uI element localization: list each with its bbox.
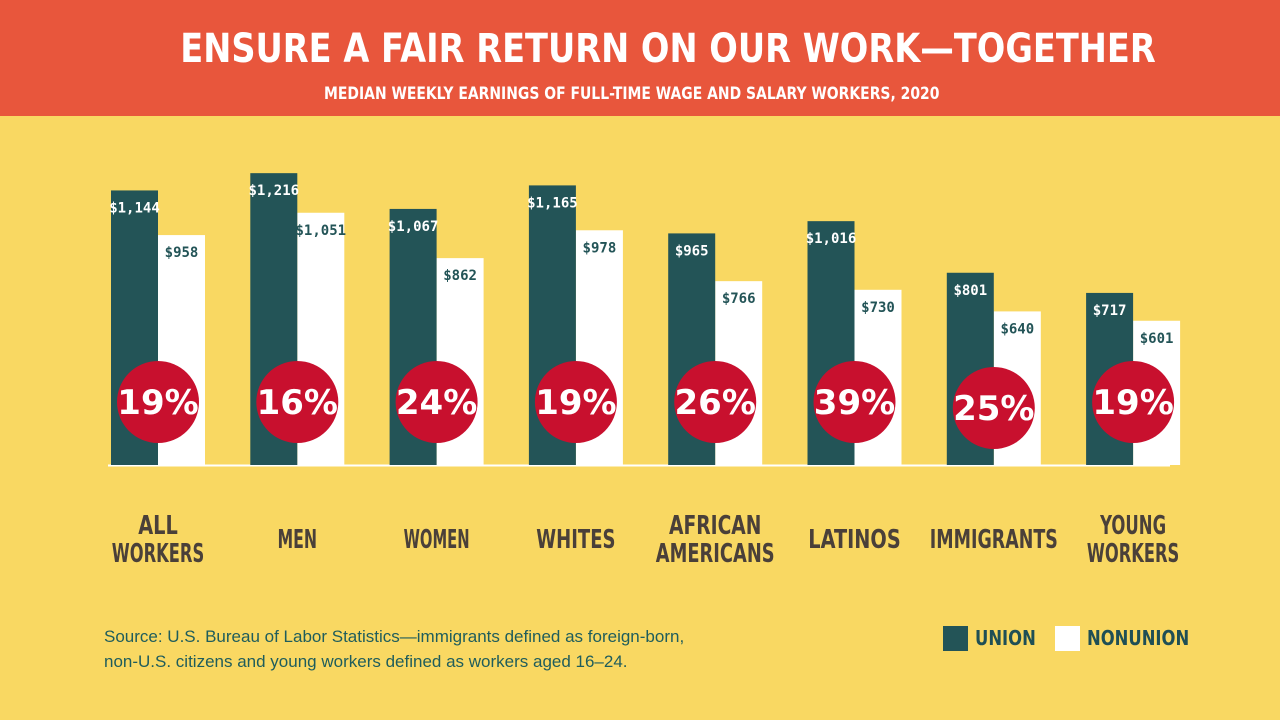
union-premium-label: 26% [675,383,756,423]
union-premium-label: 16% [257,383,338,423]
legend-label-union: UNION [975,626,1036,650]
category-label: AFRICAN [669,511,761,541]
chart-title: ENSURE A FAIR RETURN ON OUR WORK—TOGETHE… [180,26,1156,72]
bar-value-label-nonunion: $978 [583,240,617,256]
category-label: WOMEN [404,525,470,555]
header-banner: ENSURE A FAIR RETURN ON OUR WORK—TOGETHE… [0,0,1280,116]
bar-value-label-union: $1,144 [109,200,160,216]
bar-value-label-union: $1,067 [388,219,439,235]
union-premium-label: 39% [814,383,895,423]
union-premium-circle [674,361,757,443]
bar-value-label-nonunion: $862 [443,268,477,284]
category-label: WORKERS [112,539,204,569]
bar-value-label-nonunion: $958 [165,245,199,261]
bar-value-label-nonunion: $730 [861,300,895,316]
category-label: WHITES [536,525,615,555]
legend-label-nonunion: NONUNION [1087,626,1190,650]
bar-value-label-union: $801 [953,283,987,299]
bar-value-label-union: $965 [675,243,709,259]
union-premium-label: 25% [953,389,1034,429]
union-premium-circle [395,361,478,443]
union-premium-circle [534,361,617,443]
union-premium-circle [256,361,339,443]
source-line-2: non-U.S. citizens and young workers defi… [104,652,628,671]
bar-value-label-nonunion: $640 [1000,321,1034,337]
category-label: YOUNG [1099,511,1166,541]
category-label: ALL [138,511,178,541]
category-label: MEN [278,525,318,555]
source-line-1: Source: U.S. Bureau of Labor Statistics—… [104,627,685,646]
source-note: Source: U.S. Bureau of Labor Statistics—… [104,624,864,674]
chart-subtitle: MEDIAN WEEKLY EARNINGS OF FULL-TIME WAGE… [324,84,940,104]
category-label: LATINOS [808,525,900,555]
union-premium-circle [952,367,1035,449]
union-premium-circle [117,361,199,443]
union-premium-label: 19% [535,383,616,423]
category-label: WORKERS [1087,539,1179,569]
bar-value-label-nonunion: $766 [722,291,756,307]
bar-value-label-nonunion: $1,051 [296,223,347,239]
union-premium-circle [813,361,896,443]
bar-value-label-nonunion: $601 [1140,331,1174,347]
legend-swatch-union [943,626,968,651]
category-label: IMMIGRANTS [930,525,1058,555]
union-premium-circle [1092,361,1175,443]
bar-value-label-union: $1,216 [249,183,300,199]
union-premium-label: 19% [1092,383,1173,423]
bar-value-label-union: $1,016 [806,231,857,247]
bar-value-label-union: $717 [1093,303,1127,319]
bar-chart: $1,144$95819%ALLWORKERS$1,216$1,05116%ME… [108,173,1181,569]
union-premium-label: 19% [117,383,198,423]
legend-swatch-nonunion [1055,626,1080,651]
bar-value-label-union: $1,165 [527,195,578,211]
union-premium-label: 24% [396,383,477,423]
category-label: AMERICANS [656,539,775,569]
